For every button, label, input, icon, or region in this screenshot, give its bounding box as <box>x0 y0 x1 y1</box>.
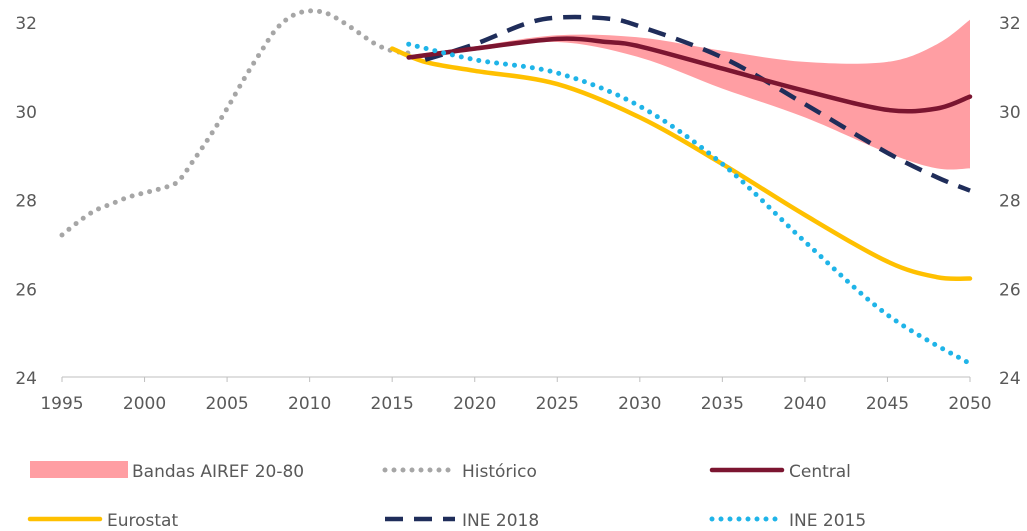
y-tick-label-right: 26 <box>999 280 1021 300</box>
legend-label: Eurostat <box>107 511 178 531</box>
y-tick-label-left: 30 <box>15 103 37 123</box>
legend-label: INE 2018 <box>462 511 539 531</box>
legend-item-historico: Histórico <box>382 462 537 482</box>
axis-layer: 1995 2000 2005 2010 2015 2020 2025 2030 2035 2040… <box>15 14 1020 414</box>
x-tick-label: 1995 <box>40 394 83 414</box>
band-bandas-airef-20-80 <box>408 19 970 170</box>
x-tick-label: 2000 <box>123 394 166 414</box>
legend: Bandas AIREF 20-80 Histórico Central Eurost… <box>27 461 866 531</box>
series-layer <box>59 8 973 367</box>
series-historico <box>59 8 412 238</box>
y-tick-label-right: 32 <box>999 14 1021 34</box>
x-tick-label: 2015 <box>371 394 414 414</box>
y-tick-label-left: 26 <box>15 280 37 300</box>
band-layer <box>408 19 970 170</box>
legend-label: Histórico <box>462 462 537 482</box>
legend-label: INE 2015 <box>789 511 866 531</box>
legend-item-bandas-airef-20-80: Bandas AIREF 20-80 <box>30 461 304 482</box>
series-central <box>406 36 973 114</box>
x-tick-label: 2025 <box>536 394 579 414</box>
legend-item-eurostat: Eurostat <box>27 511 178 531</box>
x-tick-label: 2035 <box>701 394 744 414</box>
y-tick-label-right: 28 <box>999 192 1021 212</box>
y-tick-label-left: 32 <box>15 14 37 34</box>
y-tick-label-right: 30 <box>999 103 1021 123</box>
x-tick-label: 2005 <box>205 394 248 414</box>
y-tick-label-right: 24 <box>999 369 1021 389</box>
series-eurostat <box>389 46 973 282</box>
series-ine-2018 <box>424 14 971 193</box>
x-tick-label: 2045 <box>866 394 909 414</box>
legend-item-central: Central <box>709 462 851 482</box>
x-tick-label: 2010 <box>288 394 331 414</box>
x-tick-label: 2020 <box>453 394 496 414</box>
x-tick-label: 2030 <box>618 394 661 414</box>
legend-item-ine-2015: INE 2015 <box>709 511 866 531</box>
y-tick-label-left: 28 <box>15 192 37 212</box>
legend-swatch <box>30 461 128 478</box>
y-tick-label-left: 24 <box>15 369 37 389</box>
legend-item-ine-2018: INE 2018 <box>385 511 539 531</box>
legend-label: Bandas AIREF 20-80 <box>132 462 304 482</box>
x-tick-label: 2050 <box>948 394 991 414</box>
x-tick-label: 2040 <box>783 394 826 414</box>
legend-label: Central <box>789 462 851 482</box>
